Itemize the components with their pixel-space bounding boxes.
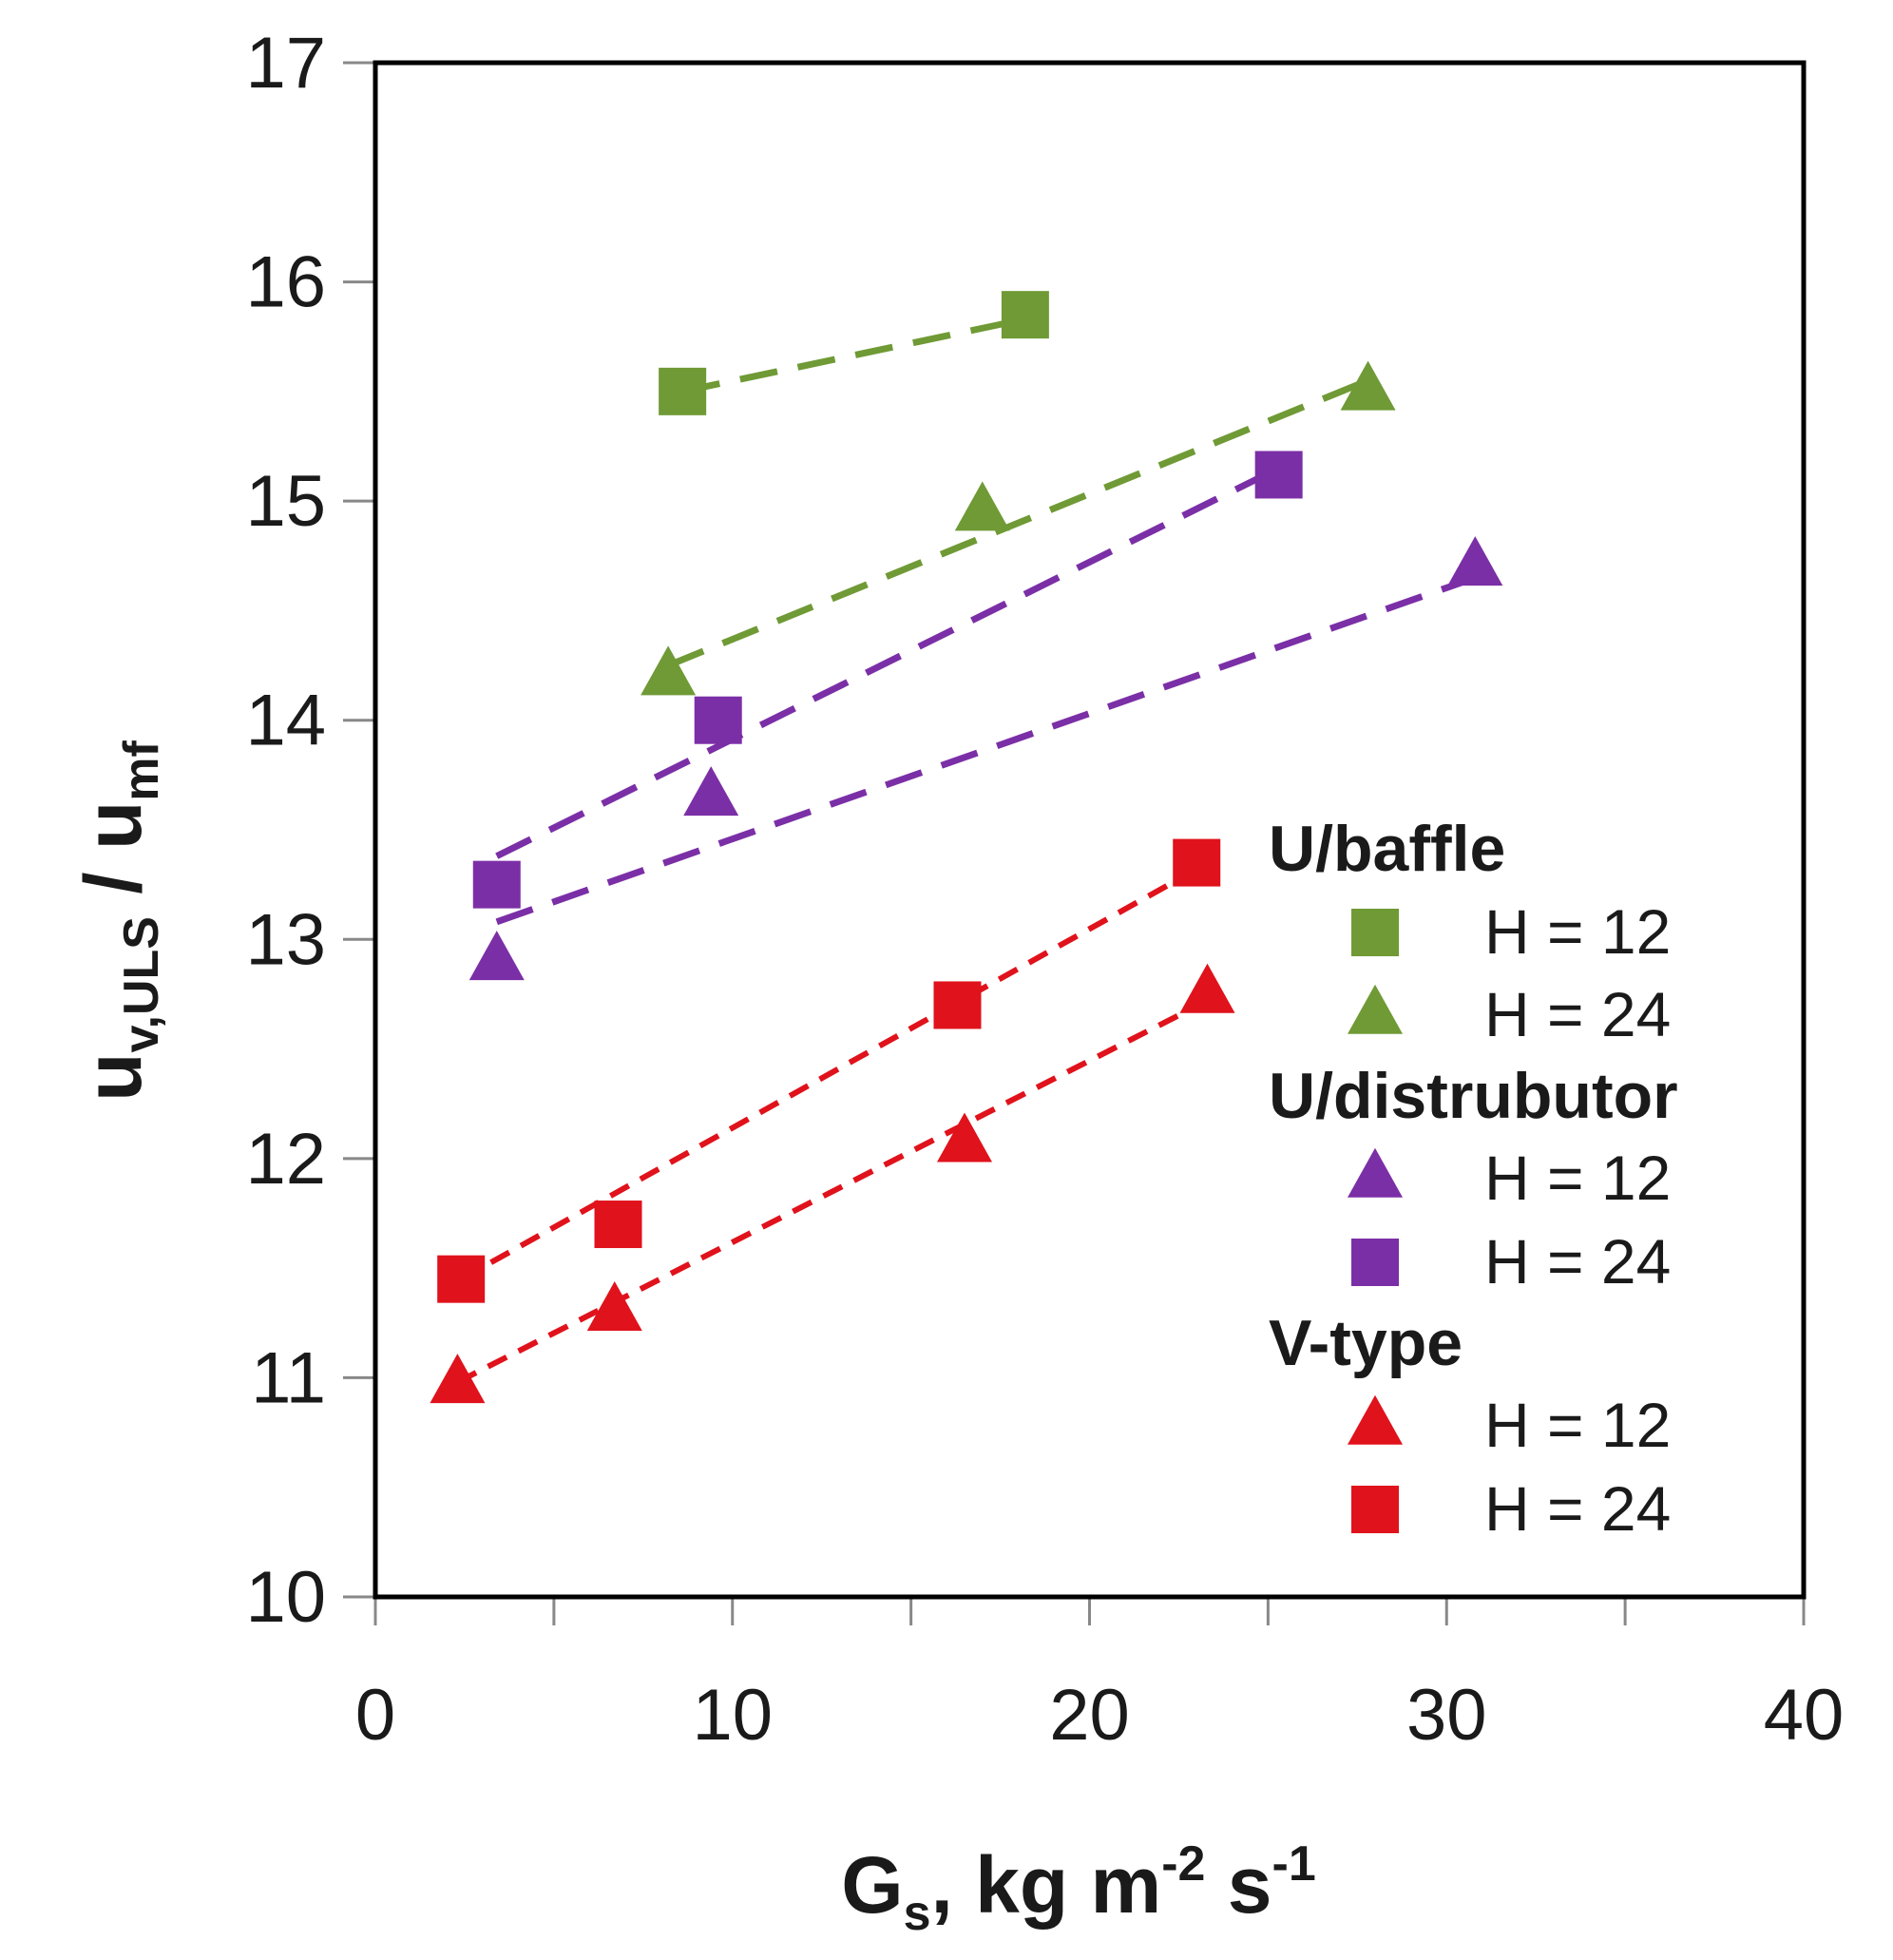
legend-marker-u-baffle-h24 bbox=[1348, 984, 1403, 1034]
legend-marker-u-distrubutor-h24 bbox=[1351, 1239, 1399, 1286]
x-tick-label: 20 bbox=[1049, 1675, 1130, 1756]
data-point-triangle bbox=[586, 1281, 642, 1332]
legend-marker-v-type-h24 bbox=[1351, 1486, 1399, 1533]
data-point-square bbox=[594, 1201, 642, 1249]
data-point-triangle bbox=[641, 645, 697, 696]
x-axis-title: Gs, kg m-2 s-1 bbox=[841, 1836, 1316, 1941]
data-point-triangle bbox=[468, 931, 525, 981]
y-tick-label: 14 bbox=[245, 681, 326, 761]
legend-marker-u-distrubutor-h12 bbox=[1348, 1147, 1403, 1198]
x-tick-label: 30 bbox=[1406, 1675, 1487, 1756]
legend-group-u-distrubutor: U/distrubutor bbox=[1269, 1060, 1678, 1132]
data-point-square bbox=[694, 696, 742, 744]
y-tick-label: 10 bbox=[245, 1557, 326, 1638]
trend-line bbox=[459, 866, 1198, 1282]
legend-label-u-baffle-h12: H = 12 bbox=[1484, 896, 1671, 967]
legend-label-u-baffle-h24: H = 24 bbox=[1484, 979, 1671, 1049]
data-point-triangle bbox=[1340, 360, 1396, 411]
legend-square-icon bbox=[1351, 909, 1399, 956]
legend-square-icon bbox=[1351, 1486, 1399, 1533]
trend-line bbox=[495, 465, 1281, 859]
x-tick-label: 40 bbox=[1764, 1675, 1845, 1756]
legend-label-u-distrubutor-h24: H = 24 bbox=[1484, 1226, 1671, 1297]
trend-line bbox=[666, 377, 1369, 669]
legend-label-v-type-h12: H = 12 bbox=[1484, 1390, 1671, 1460]
x-tick-label: 0 bbox=[355, 1675, 395, 1756]
y-tick-label: 13 bbox=[245, 899, 326, 980]
trend-lines bbox=[456, 316, 1477, 1385]
y-tick-label: 15 bbox=[245, 461, 326, 542]
legend-square-icon bbox=[1351, 1239, 1399, 1286]
legend-triangle-icon bbox=[1348, 1147, 1403, 1198]
plot-area-frame bbox=[373, 60, 1807, 1600]
data-point-square bbox=[472, 860, 521, 909]
y-axis-ticks: 10 11 12 13 14 15 16 17 bbox=[245, 23, 375, 1638]
legend-triangle-icon bbox=[1348, 1394, 1403, 1445]
legend: U/baffle H = 12 H = 24 U/distrubutor H =… bbox=[1269, 813, 1678, 1544]
legend-triangle-icon bbox=[1348, 984, 1403, 1034]
data-point-square bbox=[1173, 838, 1221, 887]
legend-label-u-distrubutor-h12: H = 12 bbox=[1484, 1143, 1671, 1213]
x-axis-ticks: 0 10 20 30 40 bbox=[355, 1597, 1844, 1756]
data-point-triangle bbox=[1179, 963, 1235, 1013]
y-tick-label: 16 bbox=[245, 242, 326, 323]
legend-marker-u-baffle-h12 bbox=[1351, 909, 1399, 956]
y-tick-label: 12 bbox=[245, 1119, 326, 1200]
y-axis-title: uv,ULS / umf bbox=[68, 740, 169, 1101]
y-tick-label: 11 bbox=[251, 1337, 326, 1418]
data-point-square bbox=[659, 367, 707, 415]
x-tick-label: 10 bbox=[692, 1675, 773, 1756]
data-point-triangle bbox=[683, 766, 739, 817]
data-point-square bbox=[1254, 451, 1303, 499]
trend-line bbox=[456, 998, 1209, 1385]
data-point-triangle bbox=[936, 1112, 992, 1163]
legend-group-v-type: V-type bbox=[1269, 1307, 1463, 1379]
legend-marker-v-type-h12 bbox=[1348, 1394, 1403, 1445]
legend-group-u-baffle: U/baffle bbox=[1269, 813, 1505, 885]
data-points bbox=[430, 291, 1503, 1404]
data-point-square bbox=[437, 1255, 486, 1303]
y-tick-label: 17 bbox=[245, 23, 326, 104]
legend-label-v-type-h24: H = 24 bbox=[1484, 1473, 1671, 1544]
data-point-triangle bbox=[954, 481, 1010, 531]
data-point-square bbox=[1001, 291, 1049, 339]
data-point-square bbox=[933, 981, 982, 1029]
data-point-triangle bbox=[430, 1354, 486, 1404]
data-point-triangle bbox=[1447, 536, 1503, 586]
